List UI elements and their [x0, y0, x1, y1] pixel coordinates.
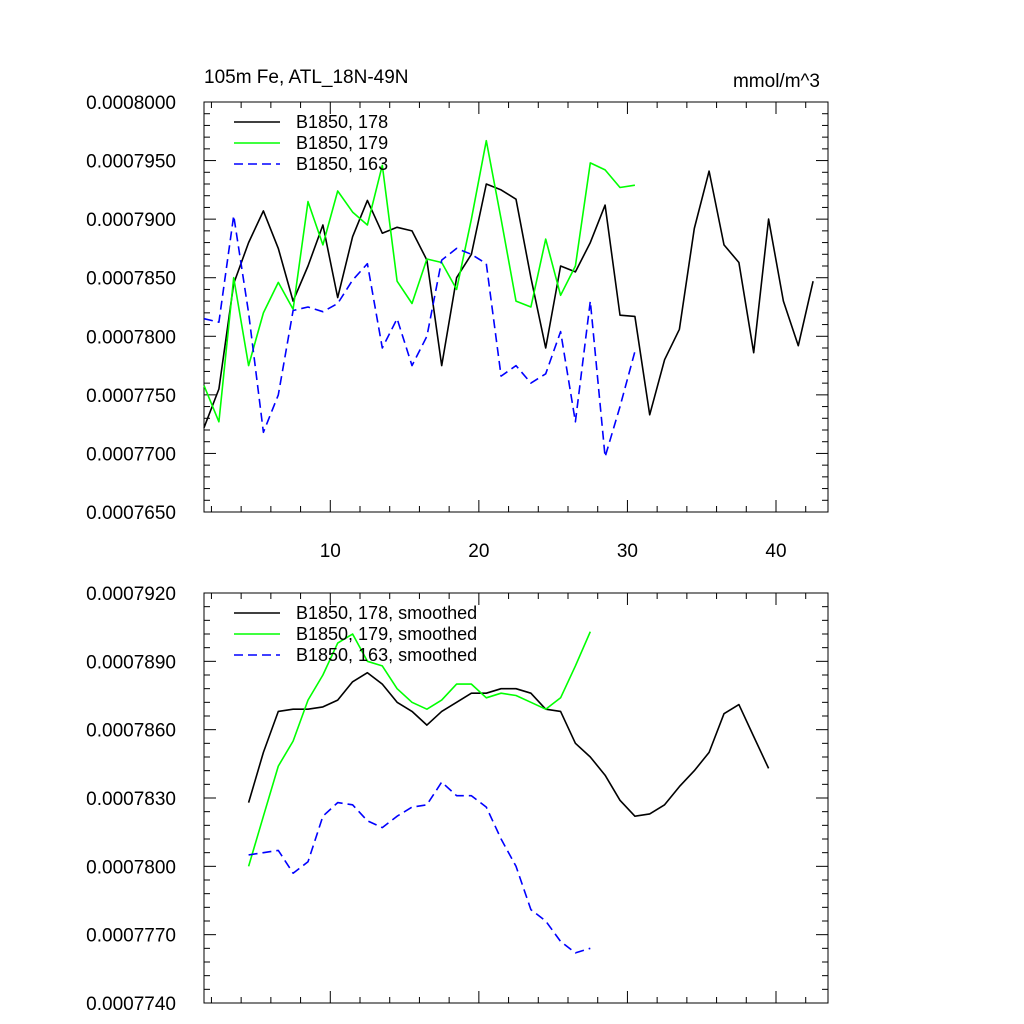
- top-ytick-label: 0.0007750: [86, 386, 176, 407]
- top-ytick-label: 0.0008000: [86, 93, 176, 114]
- bottom-ytick-label: 0.0007830: [86, 789, 176, 810]
- top-legend-label-0: B1850, 178: [296, 112, 388, 132]
- top-series-line-0: [203, 170, 814, 428]
- bottom-series-line-1: [247, 631, 592, 867]
- top-series-line-1: [203, 139, 636, 423]
- bottom-ytick-label: 0.0007890: [86, 652, 176, 673]
- top-plot-frame: [203, 101, 829, 513]
- top-legend-label-1: B1850, 179: [296, 133, 388, 153]
- units-label: mmol/m^3: [733, 71, 820, 92]
- bottom-legend-label-1: B1850, 179, smoothed: [296, 624, 477, 644]
- bottom-series-line-2: [248, 781, 591, 954]
- chart-title: 105m Fe, ATL_18N-49N: [204, 67, 409, 88]
- top-xtick-label: 40: [765, 541, 786, 562]
- bottom-ytick-label: 0.0007920: [86, 584, 176, 605]
- top-ytick-label: 0.0007900: [86, 210, 176, 231]
- bottom-legend-label-0: B1850, 178, smoothed: [296, 603, 477, 623]
- top-xtick-label: 10: [320, 541, 341, 562]
- bottom-panel: 0.0007740 0.0007770 0.0007800 0.0007830 0.00…: [86, 584, 829, 1015]
- top-series-line-2: [203, 214, 636, 458]
- top-xtick-label: 30: [617, 541, 638, 562]
- bottom-ytick-label: 0.0007800: [86, 857, 176, 878]
- top-legend-label-2: B1850, 163: [296, 154, 388, 174]
- top-ytick-label: 0.0007850: [86, 269, 176, 290]
- bottom-legend-label-2: B1850, 163, smoothed: [296, 645, 477, 665]
- bottom-ytick-label: 0.0007740: [86, 994, 176, 1015]
- bottom-ytick-label: 0.0007860: [86, 721, 176, 742]
- top-ytick-label: 0.0007950: [86, 152, 176, 173]
- bottom-ytick-label: 0.0007770: [86, 926, 176, 947]
- bottom-series-line-0: [247, 671, 770, 818]
- top-xtick-label: 20: [468, 541, 489, 562]
- top-ytick-label: 0.0007700: [86, 444, 176, 465]
- top-ytick-label: 0.0007800: [86, 327, 176, 348]
- top-panel: 0.0007650 0.0007700 0.0007750 0.0007800 0.00…: [86, 93, 829, 562]
- top-ytick-label: 0.0007650: [86, 503, 176, 524]
